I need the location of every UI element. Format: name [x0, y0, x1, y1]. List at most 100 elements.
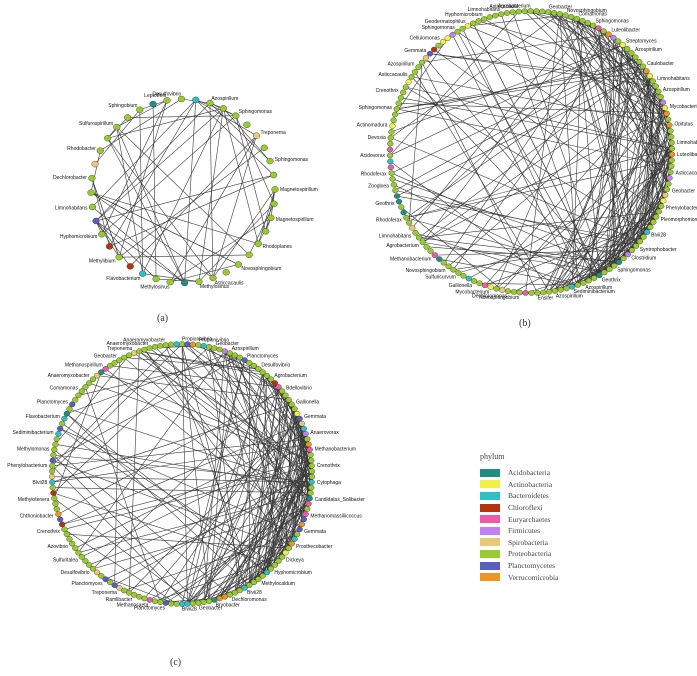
network-node: [408, 74, 415, 80]
node-label: Geobacter: [94, 353, 118, 359]
network-node: [492, 12, 499, 19]
legend-item: Firmicutes: [480, 525, 620, 537]
node-label: Blvii28: [33, 480, 48, 486]
network-node: [232, 112, 240, 119]
network-edge: [92, 386, 279, 569]
node-label: Sphingomonas: [595, 19, 629, 25]
network-edge: [389, 44, 623, 156]
node-label: Agrobacterium: [498, 4, 531, 10]
network-node: [668, 157, 675, 164]
network-node: [121, 587, 128, 594]
node-label: Azospirillum: [387, 62, 414, 68]
network-node: [591, 275, 598, 281]
network-edge: [52, 404, 292, 483]
network-node: [282, 392, 289, 399]
network-edge: [124, 357, 306, 515]
legend-label: Verrucomicrobia: [508, 572, 559, 582]
network-edge: [116, 126, 185, 284]
network-node: [254, 240, 262, 247]
network-edge: [406, 148, 673, 219]
network-edge: [133, 352, 313, 477]
phylum-legend: phylum Acidobacteria Actinobacteria Bacter…: [480, 452, 620, 583]
legend-swatch: [480, 573, 500, 582]
node-label: Geothrix: [602, 277, 621, 283]
network-node: [412, 230, 419, 236]
legend-swatch: [480, 538, 500, 547]
node-label: Methylotenera: [18, 497, 50, 503]
network-node: [397, 95, 404, 101]
network-node: [296, 415, 303, 422]
network-edge: [258, 492, 311, 580]
network-node: [82, 384, 89, 390]
network-edge: [52, 438, 308, 467]
network-node: [69, 401, 76, 408]
network-node: [556, 11, 563, 17]
network-node: [279, 554, 286, 560]
network-node: [663, 186, 671, 193]
node-label: Gallionella: [449, 283, 473, 289]
network-edge: [184, 99, 197, 284]
network-node: [415, 234, 423, 241]
node-label: Asticcacaulis: [379, 72, 408, 78]
network-edge: [78, 351, 225, 553]
network-node: [601, 269, 608, 276]
network-edge: [54, 372, 102, 499]
node-label: Methylosinus: [140, 285, 170, 291]
network-edge: [554, 113, 667, 292]
node-label: Azospirillum: [635, 47, 662, 53]
network-edge: [198, 108, 224, 282]
node-label: Clostridium: [631, 256, 656, 262]
network-node: [661, 105, 669, 111]
network-node: [78, 554, 85, 560]
network-edge: [285, 395, 295, 540]
network-node: [259, 573, 266, 579]
network-edge: [571, 20, 583, 287]
network-node: [304, 506, 311, 512]
network-node: [241, 357, 248, 363]
network-node: [49, 463, 56, 469]
network-node: [405, 79, 412, 85]
network-node: [157, 343, 164, 349]
network-edge: [411, 76, 670, 126]
network-node: [216, 595, 223, 602]
node-label: Comamonas: [579, 12, 608, 18]
node-label: Phenylobacterium: [666, 206, 697, 212]
network-edge: [418, 66, 644, 238]
network-node: [658, 203, 665, 209]
network-node: [663, 110, 670, 117]
node-label: Actinomadura: [357, 123, 388, 129]
network-node: [55, 511, 62, 517]
network-edge: [181, 343, 188, 604]
network-node: [166, 278, 174, 286]
network-node: [139, 270, 147, 277]
network-node: [88, 174, 96, 182]
network-edge: [415, 232, 578, 286]
network-edge: [223, 108, 259, 244]
network-edge: [234, 433, 306, 593]
node-label: Gemmata: [404, 48, 426, 54]
network-node: [271, 562, 278, 568]
network-edge: [484, 18, 669, 120]
network-edge: [472, 23, 600, 276]
node-label: Limnohabitans: [657, 76, 690, 82]
network-edge: [266, 433, 306, 573]
network-node: [222, 269, 230, 276]
network-edge: [69, 408, 312, 488]
network-edge: [89, 382, 312, 461]
network-node: [173, 601, 180, 607]
network-node: [454, 28, 461, 35]
node-label: Desulfovibrio: [61, 570, 90, 576]
network-node: [250, 362, 258, 369]
network-node: [415, 64, 422, 70]
network-edge: [139, 109, 143, 274]
node-label: Geodermatophilus: [425, 19, 466, 25]
network-node: [392, 187, 399, 194]
network-node: [184, 341, 191, 347]
network-edge: [274, 498, 310, 566]
network-node: [395, 100, 402, 107]
node-label: Bryobacter: [216, 602, 241, 608]
network-node: [436, 256, 443, 262]
network-edge: [395, 57, 636, 191]
panel-label-a: (a): [157, 313, 169, 324]
network-node: [302, 431, 309, 437]
